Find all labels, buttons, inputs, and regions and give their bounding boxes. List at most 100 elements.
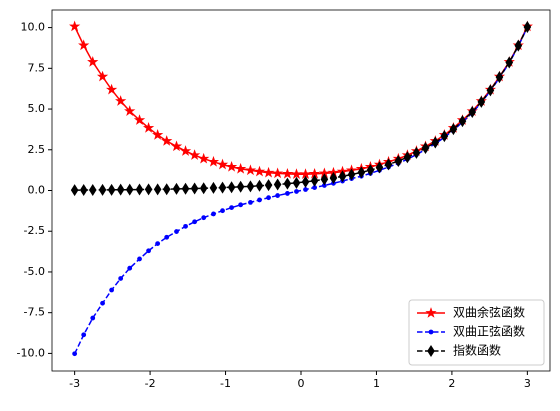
star-marker: [244, 164, 257, 176]
star-marker: [161, 135, 173, 146]
star-marker: [115, 95, 127, 106]
x-tick-label: -2: [145, 377, 156, 390]
star-marker: [216, 158, 229, 170]
dot-marker: [183, 223, 188, 229]
legend-label: 双曲余弦函数: [453, 305, 525, 320]
star-marker: [78, 39, 90, 51]
diamond-marker: [135, 183, 144, 196]
dot-marker: [109, 287, 115, 293]
dot-marker: [100, 300, 105, 306]
star-marker: [133, 114, 146, 125]
axes-frame: [51, 9, 551, 372]
y-tick-label: 5.0: [28, 102, 46, 115]
diamond-marker: [310, 174, 319, 187]
y-tick-label: 7.5: [28, 61, 46, 74]
dot-marker: [192, 219, 198, 225]
diamond-marker: [255, 179, 264, 192]
diamond-marker: [246, 180, 255, 193]
star-marker: [290, 168, 303, 179]
dot-marker: [146, 248, 151, 254]
diamond-marker: [264, 179, 273, 192]
dot-marker: [174, 229, 179, 234]
diamond-marker: [505, 56, 514, 69]
diamond-marker: [495, 71, 504, 84]
diamond-marker: [468, 105, 477, 118]
diamond-marker: [172, 182, 181, 195]
diamond-marker: [394, 155, 403, 168]
diamond-marker: [88, 184, 97, 197]
y-tick-label: -7.5: [24, 306, 45, 319]
dot-marker: [201, 215, 207, 221]
diamond-marker: [218, 181, 227, 194]
star-marker: [69, 20, 81, 32]
y-tick-label: -5.0: [24, 265, 45, 278]
diamond-marker: [412, 146, 421, 159]
dot-marker: [72, 351, 78, 357]
dot-marker: [312, 185, 317, 190]
dot-marker: [164, 234, 170, 240]
y-tick-label: 0.0: [28, 184, 46, 197]
y-tick-label: 10.0: [21, 21, 46, 34]
diamond-marker: [486, 84, 495, 97]
dot-marker: [90, 315, 96, 321]
star-marker: [170, 140, 183, 152]
dot-marker: [229, 205, 234, 211]
x-tick-label: 3: [524, 377, 531, 390]
x-tick-label: 2: [448, 377, 455, 390]
series-line: [74, 26, 529, 191]
x-tick-label: 0: [298, 377, 305, 390]
star-marker: [96, 70, 109, 82]
diamond-marker: [403, 151, 412, 164]
dot-marker: [238, 202, 244, 208]
diamond-marker: [190, 182, 199, 195]
star-marker: [124, 105, 136, 116]
dot-marker: [248, 199, 253, 205]
dot-marker: [285, 191, 290, 196]
star-marker: [262, 166, 275, 178]
diamond-marker: [227, 181, 236, 194]
x-tick-label: 1: [373, 377, 380, 390]
legend-box: [408, 299, 545, 366]
star-marker: [188, 149, 201, 160]
diamond-marker: [144, 183, 153, 196]
dot-marker: [321, 183, 327, 188]
diamond-marker: [449, 123, 458, 136]
plot-area: [69, 20, 533, 357]
dot-marker: [303, 187, 308, 192]
dot-marker: [81, 332, 87, 338]
diamond-marker: [292, 176, 301, 189]
diamond-marker: [375, 161, 384, 174]
diamond-marker: [273, 178, 282, 191]
diamond-marker: [384, 158, 393, 171]
legend-label: 指数函数: [453, 343, 501, 358]
diamond-marker: [347, 168, 356, 181]
diamond-marker: [320, 173, 329, 186]
dot-marker: [127, 265, 133, 271]
star-marker: [271, 167, 284, 179]
legend-marker: [427, 345, 435, 357]
dot-marker: [211, 211, 216, 217]
diamond-marker: [162, 183, 171, 196]
diamond-marker: [79, 184, 88, 197]
diamond-marker: [116, 183, 125, 196]
diamond-marker: [523, 20, 532, 33]
diamond-marker: [338, 170, 347, 183]
diamond-marker: [153, 183, 162, 196]
diamond-marker: [209, 181, 218, 194]
x-tick-label: -3: [69, 377, 80, 390]
star-marker: [198, 152, 210, 164]
diamond-marker: [236, 180, 245, 193]
dot-marker: [294, 189, 299, 194]
diamond-marker: [477, 95, 486, 108]
legend-marker: [425, 307, 437, 318]
dot-marker: [257, 197, 262, 203]
star-marker: [281, 167, 294, 179]
diamond-marker: [70, 184, 79, 197]
star-marker: [142, 122, 155, 133]
diamond-marker: [329, 171, 338, 184]
star-marker: [235, 162, 247, 174]
diamond-marker: [458, 115, 467, 128]
dot-marker: [266, 195, 271, 201]
diamond-marker: [125, 183, 134, 196]
